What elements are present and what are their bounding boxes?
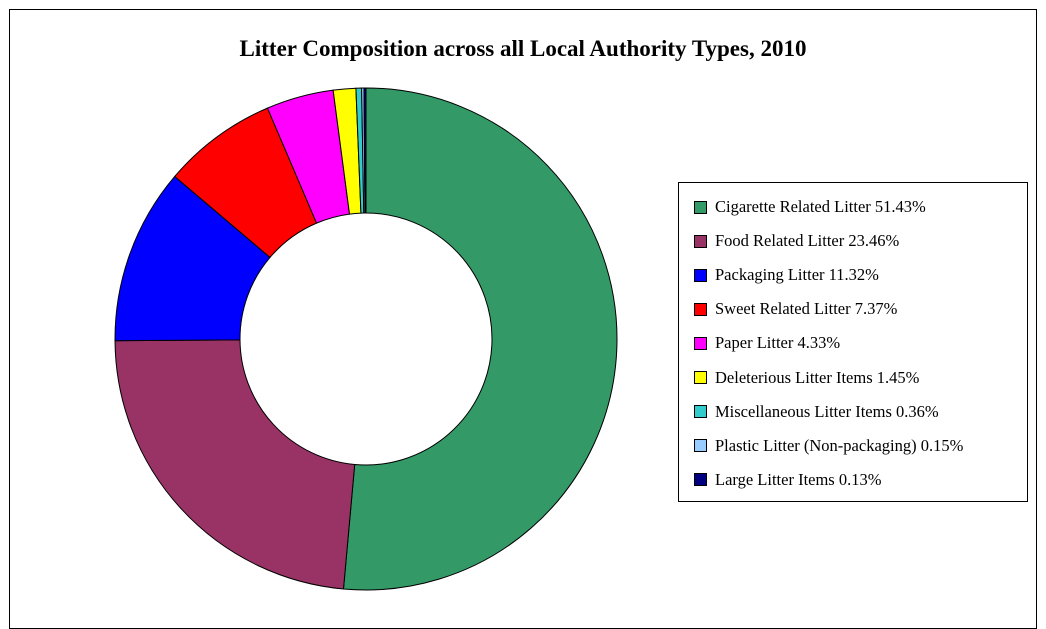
legend-label-7: Plastic Litter (Non-packaging) 0.15% xyxy=(715,435,964,455)
chart-legend: Cigarette Related Litter 51.43% Food Rela… xyxy=(678,182,1028,502)
legend-swatch-2 xyxy=(694,268,707,282)
legend-swatch-6 xyxy=(694,405,707,419)
legend-label-5: Deleterious Litter Items 1.45% xyxy=(715,367,920,387)
legend-swatch-3 xyxy=(694,302,707,316)
legend-item-8: Large Litter Items 0.13% xyxy=(679,463,1027,497)
legend-item-5: Deleterious Litter Items 1.45% xyxy=(679,360,1027,394)
legend-swatch-1 xyxy=(694,234,707,248)
legend-item-2: Packaging Litter 11.32% xyxy=(679,258,1027,292)
legend-label-0: Cigarette Related Litter 51.43% xyxy=(715,197,926,217)
legend-swatch-5 xyxy=(694,371,707,385)
legend-item-6: Miscellaneous Litter Items 0.36% xyxy=(679,395,1027,429)
chart-title: Litter Composition across all Local Auth… xyxy=(239,36,807,61)
donut-chart xyxy=(114,87,618,591)
legend-label-6: Miscellaneous Litter Items 0.36% xyxy=(715,401,939,421)
legend-item-4: Paper Litter 4.33% xyxy=(679,326,1027,360)
legend-item-0: Cigarette Related Litter 51.43% xyxy=(679,190,1027,224)
legend-items: Cigarette Related Litter 51.43% Food Rela… xyxy=(679,190,1027,497)
legend-label-4: Paper Litter 4.33% xyxy=(715,333,841,353)
donut-slice-0 xyxy=(342,87,618,591)
legend-item-1: Food Related Litter 23.46% xyxy=(679,224,1027,258)
legend-item-3: Sweet Related Litter 7.37% xyxy=(679,292,1027,326)
donut-slices xyxy=(114,87,618,591)
legend-swatch-7 xyxy=(694,439,707,453)
legend-swatch-8 xyxy=(694,473,707,487)
legend-label-3: Sweet Related Litter 7.37% xyxy=(715,299,898,319)
legend-label-2: Packaging Litter 11.32% xyxy=(715,265,879,285)
legend-label-8: Large Litter Items 0.13% xyxy=(715,469,882,489)
legend-swatch-4 xyxy=(694,336,707,350)
legend-item-7: Plastic Litter (Non-packaging) 0.15% xyxy=(679,429,1027,463)
legend-swatch-0 xyxy=(694,200,707,214)
legend-label-1: Food Related Litter 23.46% xyxy=(715,231,900,251)
donut-slice-1 xyxy=(114,339,356,590)
donut-slice-8 xyxy=(363,87,367,214)
